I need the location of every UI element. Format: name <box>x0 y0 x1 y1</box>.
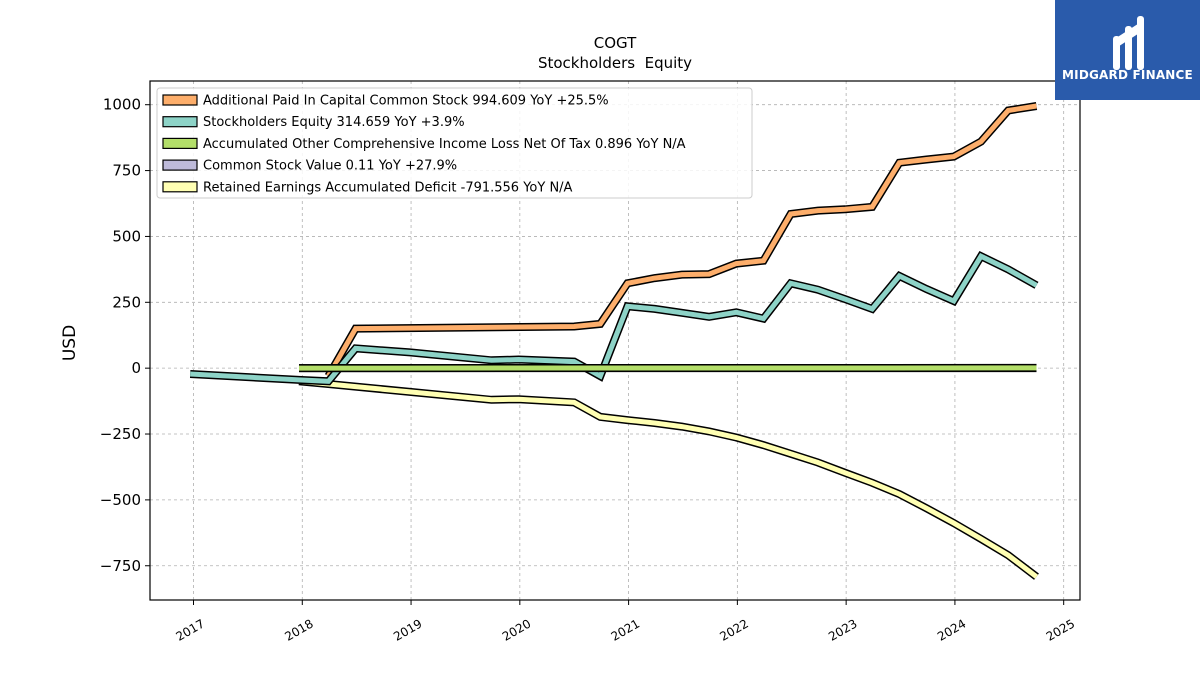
legend-box <box>156 87 753 199</box>
x-tick-label: 2017 <box>174 616 207 643</box>
series-line <box>298 378 1039 579</box>
legend-label: Stockholders Equity 314.659 YoY +3.9% <box>203 115 465 130</box>
legend-swatch <box>162 116 198 128</box>
legend: Additional Paid In Capital Common Stock … <box>156 87 753 199</box>
series-line-outline <box>298 377 1039 580</box>
x-tick-label: 2018 <box>282 616 315 643</box>
y-axis-label: USD <box>60 325 80 361</box>
y-tick-label: −750 <box>100 557 141 575</box>
y-tick-label: 0 <box>131 359 141 377</box>
legend-label: Common Stock Value 0.11 YoY +27.9% <box>203 159 457 174</box>
x-tick-label: 2024 <box>935 616 968 643</box>
x-tick-label: 2021 <box>609 616 642 643</box>
series-line-outline <box>189 251 1039 386</box>
y-tick-label: 500 <box>112 227 141 245</box>
series-line <box>190 252 1038 384</box>
legend-swatch <box>162 159 198 171</box>
brand-logo: MIDGARD FINANCE <box>1055 0 1200 100</box>
brand-mark-icon <box>1113 16 1144 70</box>
legend-label: Retained Earnings Accumulated Deficit -7… <box>203 180 573 195</box>
legend-swatch <box>162 181 198 193</box>
chart-title: COGT <box>594 34 637 52</box>
y-tick-label: 1000 <box>103 96 141 114</box>
x-tick-label: 2019 <box>391 616 424 643</box>
legend-label: Accumulated Other Comprehensive Income L… <box>203 137 686 152</box>
y-tick-label: 250 <box>112 293 141 311</box>
x-tick-label: 2022 <box>717 616 750 643</box>
legend-swatch <box>162 94 198 106</box>
series-line <box>326 103 1037 378</box>
brand-name: MIDGARD FINANCE <box>1062 68 1193 82</box>
y-tick-label: −500 <box>100 491 141 509</box>
y-tick-label: 750 <box>112 162 141 180</box>
legend-label: Additional Paid In Capital Common Stock … <box>203 94 609 109</box>
legend-swatch <box>162 137 198 149</box>
x-tick-label: 2023 <box>826 616 859 643</box>
chart-subtitle: Stockholders Equity <box>538 54 692 72</box>
x-tick-label: 2020 <box>500 616 533 643</box>
plot-frame <box>149 80 1081 601</box>
x-tick-label: 2025 <box>1044 616 1077 643</box>
y-tick-label: −250 <box>100 425 141 443</box>
